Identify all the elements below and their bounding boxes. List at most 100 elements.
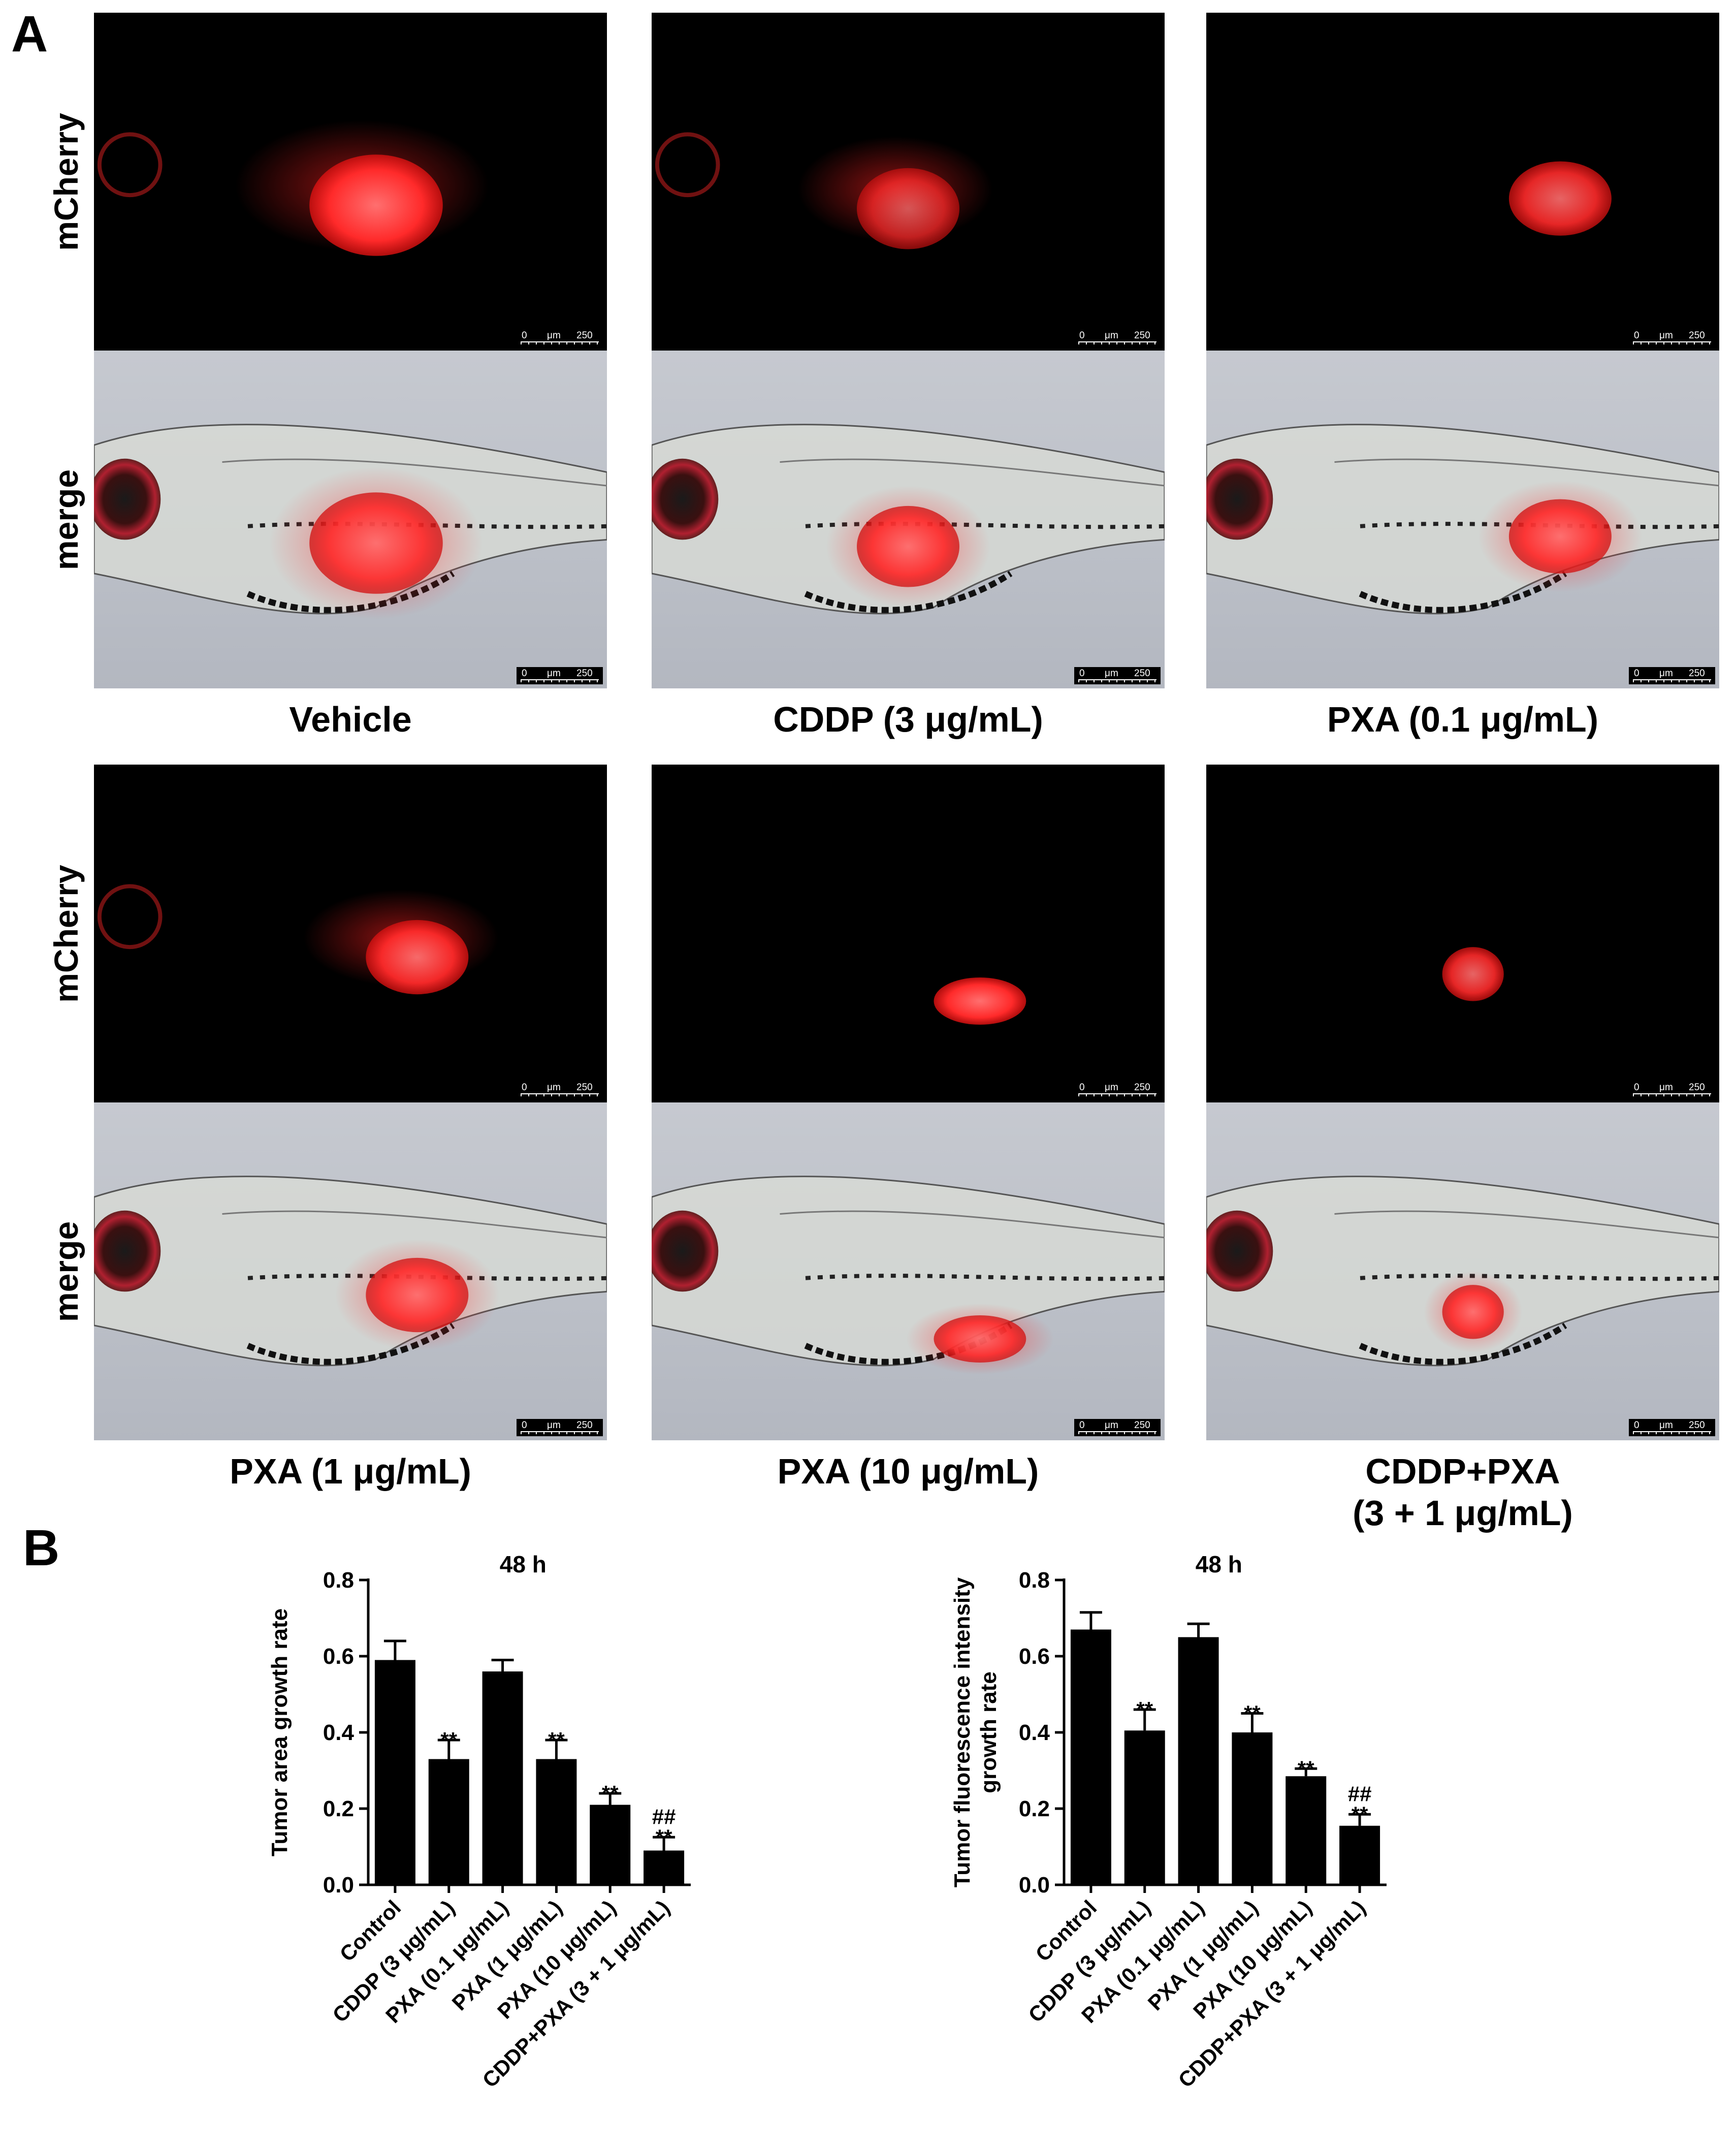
bar (536, 1759, 577, 1885)
merge-image: 0 μm 250 (94, 1102, 607, 1440)
mcherry-image: 0 μm 250 (652, 13, 1165, 351)
y-tick-label: 0.2 (323, 1796, 354, 1821)
scale-bar-text: 0 (1634, 668, 1639, 679)
scale-bar: 0 μm 250 (517, 667, 603, 684)
scale-bar-text: 250 (1134, 330, 1150, 341)
scale-bar-text: 0 (1634, 1082, 1639, 1093)
scale-bar-text: μm (547, 668, 561, 679)
scale-bar-text: 0 (522, 330, 527, 341)
significance-marker: ## (1348, 1782, 1372, 1806)
scale-bar-text: μm (1105, 330, 1118, 341)
condition-label: PXA (10 μg/mL) (652, 1450, 1165, 1492)
bar (1339, 1825, 1380, 1885)
condition-label: Vehicle (94, 699, 607, 740)
significance-marker: ## (652, 1805, 676, 1828)
scale-bar: 0 μm 250 (1074, 329, 1161, 346)
bar (1285, 1776, 1327, 1885)
scale-bar-text: 250 (1689, 1420, 1705, 1431)
row-label-merge: merge (47, 469, 85, 570)
scale-bar-text: 250 (576, 330, 593, 341)
row-label-merge: merge (47, 1221, 85, 1322)
scale-bar-text: μm (1659, 668, 1673, 679)
scale-bar-text: 0 (1079, 330, 1085, 341)
scale-bar-text: μm (1659, 330, 1673, 341)
mcherry-image: 0 μm 250 (652, 765, 1165, 1102)
bar (1178, 1637, 1219, 1885)
y-axis-label: growth rate (976, 1671, 1001, 1793)
y-tick-label: 0.6 (1019, 1644, 1050, 1669)
bar (644, 1850, 685, 1885)
significance-marker: ** (440, 1728, 457, 1752)
y-tick-label: 0.0 (323, 1873, 354, 1898)
scale-bar-text: 0 (522, 1420, 527, 1431)
scale-bar-text: μm (547, 1082, 561, 1093)
scale-bar-text: 250 (576, 1420, 593, 1431)
bar (428, 1759, 469, 1885)
significance-marker: ** (548, 1728, 565, 1752)
merge-image: 0 μm 250 (652, 1102, 1165, 1440)
y-axis-label: Tumor area growth rate (267, 1608, 292, 1856)
significance-marker: ** (1352, 1802, 1368, 1826)
scale-bar-text: 250 (1134, 1082, 1150, 1093)
scale-bar-text: μm (1105, 668, 1118, 679)
y-tick-label: 0.8 (323, 1568, 354, 1593)
condition-label-line: CDDP (3 μg/mL) (773, 700, 1043, 739)
mcherry-image: 0 μm 250 (94, 765, 607, 1102)
y-axis-label: Tumor fluorescence intensity (950, 1577, 975, 1887)
scale-bar-text: μm (547, 330, 561, 341)
scale-bar-text: 0 (522, 1082, 527, 1093)
merge-image: 0 μm 250 (94, 351, 607, 688)
condition-label-line: PXA (10 μg/mL) (777, 1451, 1039, 1491)
scale-bar-text: μm (1105, 1082, 1118, 1093)
condition-label: CDDP+PXA (3 + 1 μg/mL) (1206, 1450, 1719, 1534)
mcherry-image: 0 μm 250 (1206, 13, 1719, 351)
condition-label-line: PXA (0.1 μg/mL) (1327, 700, 1599, 739)
scale-bar-text: 250 (1689, 668, 1705, 679)
bar (590, 1805, 631, 1885)
significance-marker: ** (1244, 1701, 1261, 1725)
scale-bar: 0 μm 250 (1629, 1081, 1715, 1098)
merge-image: 0 μm 250 (1206, 1102, 1719, 1440)
bar (374, 1660, 415, 1885)
bar (482, 1671, 523, 1885)
panel-b-letter: B (23, 1520, 60, 1576)
scale-bar-text: 0 (522, 668, 527, 679)
scale-bar-text: 0 (1079, 1082, 1085, 1093)
scale-bar-text: 0 (1634, 1420, 1639, 1431)
condition-label-line: CDDP+PXA (1365, 1451, 1560, 1491)
scale-bar-text: 250 (1134, 668, 1150, 679)
condition-label: PXA (1 μg/mL) (94, 1450, 607, 1492)
panel-a-letter: A (11, 6, 48, 62)
mcherry-image: 0 μm 250 (1206, 765, 1719, 1102)
scale-bar: 0 μm 250 (517, 1081, 603, 1098)
chart-title: 48 h (1196, 1551, 1242, 1577)
merge-image: 0 μm 250 (1206, 351, 1719, 688)
scale-bar: 0 μm 250 (1629, 329, 1715, 346)
scale-bar-text: 250 (1689, 1082, 1705, 1093)
significance-marker: ** (602, 1781, 619, 1805)
scale-bar: 0 μm 250 (517, 1419, 603, 1436)
bar (1070, 1629, 1111, 1885)
scale-bar: 0 μm 250 (1629, 667, 1715, 684)
y-tick-label: 0.8 (1019, 1568, 1050, 1593)
chart-title: 48 h (500, 1551, 546, 1577)
significance-marker: ** (656, 1825, 672, 1849)
scale-bar-text: 0 (1634, 330, 1639, 341)
scale-bar-text: 250 (1134, 1420, 1150, 1431)
scale-bar: 0 μm 250 (1074, 1081, 1161, 1098)
scale-bar-text: 250 (576, 668, 593, 679)
merge-image: 0 μm 250 (652, 351, 1165, 688)
scale-bar-text: μm (1659, 1082, 1673, 1093)
significance-marker: ** (1298, 1756, 1314, 1780)
condition-label: PXA (0.1 μg/mL) (1206, 699, 1719, 740)
bar (1232, 1732, 1273, 1885)
scale-bar: 0 μm 250 (517, 329, 603, 346)
scale-bar: 0 μm 250 (1074, 667, 1161, 684)
mcherry-image: 0 μm 250 (94, 13, 607, 351)
condition-label-line: Vehicle (289, 700, 412, 739)
y-tick-label: 0.6 (323, 1644, 354, 1669)
y-tick-label: 0.4 (323, 1720, 355, 1745)
y-tick-label: 0.0 (1019, 1873, 1050, 1898)
condition-label-line: PXA (1 μg/mL) (230, 1451, 471, 1491)
scale-bar-text: μm (547, 1420, 561, 1431)
